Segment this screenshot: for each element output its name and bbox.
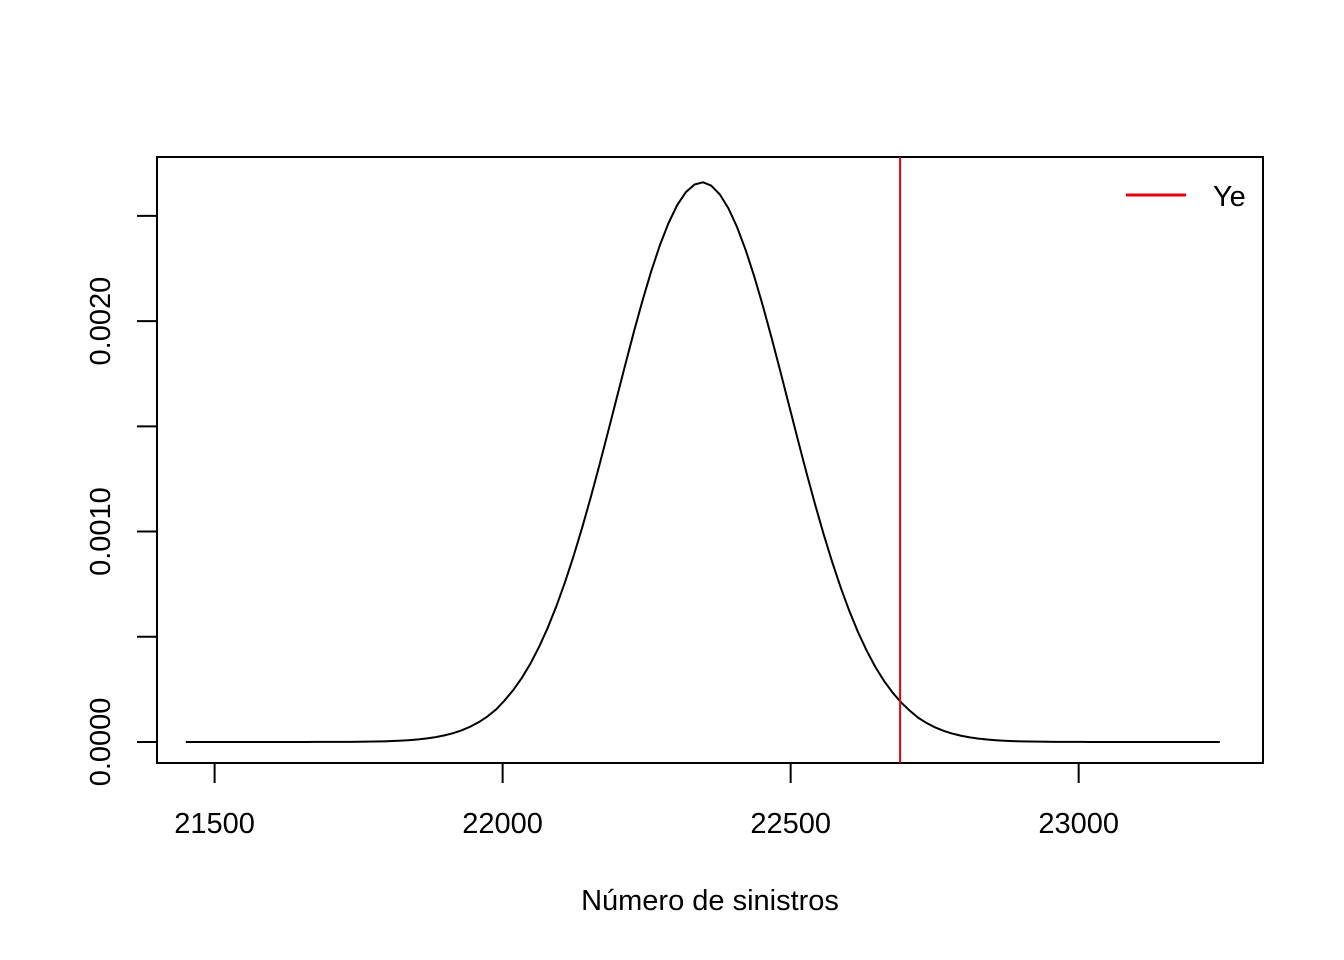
y-tick-label: 0.0010: [85, 487, 117, 576]
y-tick-label: 0.0000: [85, 698, 117, 787]
density-curve: [185, 181, 1220, 743]
x-tick-label: 23000: [1038, 808, 1119, 840]
x-axis-label: Número de sinistros: [581, 885, 839, 917]
x-tick-label: 21500: [174, 808, 255, 840]
legend: Ye: [1126, 181, 1246, 213]
y-axis: 0.0000 0.0010 0.0020: [85, 214, 158, 787]
y-tick-label: 0.0020: [85, 277, 117, 366]
x-axis: 21500 22000 22500 23000: [174, 762, 1119, 840]
x-tick-label: 22000: [462, 808, 543, 840]
x-tick-label: 22500: [750, 808, 831, 840]
plot-frame: [156, 156, 1264, 764]
legend-label-ye: Ye: [1213, 181, 1246, 213]
